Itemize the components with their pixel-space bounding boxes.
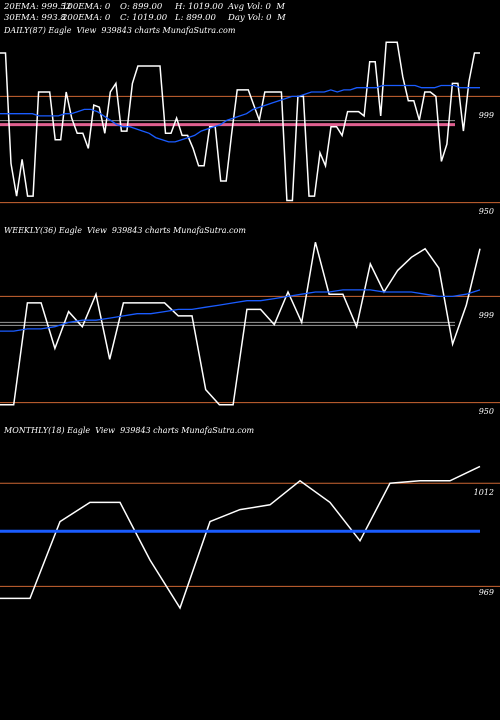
ema20-readout: 20EMA: 999.52: [4, 2, 72, 12]
low-readout: L: 899.00: [175, 13, 216, 23]
ema100-readout: 100EMA: 0: [62, 2, 111, 12]
ema-series-line: [0, 289, 481, 332]
daily-panel-title: DAILY(87) Eagle View 939843 charts Munaf…: [4, 26, 236, 35]
monthly-tick-1012: 1012: [473, 488, 494, 497]
weekly-tick-950: 950: [478, 407, 494, 416]
ema200-readout: 200EMA: 0: [62, 13, 111, 23]
price-series-line: [0, 242, 481, 406]
daily-tick-999: 999: [478, 111, 494, 120]
monthly-tick-969: 969: [478, 588, 494, 597]
weekly-tick-999: 999: [478, 311, 494, 320]
daily-tick-950: 950: [478, 207, 494, 216]
price-series-line: [0, 465, 481, 610]
open-readout: O: 899.00: [120, 2, 163, 12]
high-readout: H: 1019.00: [175, 2, 224, 12]
monthly-panel-title: MONTHLY(18) Eagle View 939843 charts Mun…: [4, 426, 255, 435]
ema-series-line: [0, 84, 480, 143]
ema30-readout: 30EMA: 993.8: [4, 13, 66, 23]
avgvol-readout: Avg Vol: 0 M: [228, 2, 286, 12]
weekly-panel-title: WEEKLY(36) Eagle View 939843 charts Muna…: [4, 226, 246, 235]
price-series-line: [0, 41, 480, 202]
close-readout: C: 1019.00: [120, 13, 168, 23]
dayvol-readout: Day Vol: 0 M: [228, 13, 286, 23]
